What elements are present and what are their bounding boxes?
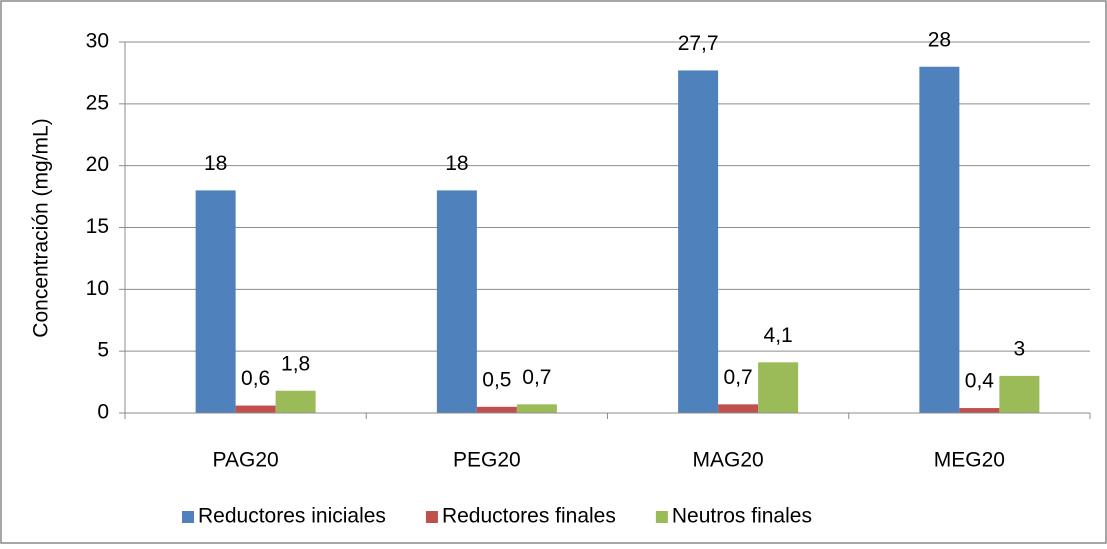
y-tick-label: 10 <box>86 277 109 300</box>
y-tick-label: 0 <box>97 401 109 424</box>
x-tick-label: MAG20 <box>693 449 764 472</box>
bar <box>959 408 1000 413</box>
value-label: 3 <box>1014 337 1026 360</box>
y-tick-label: 30 <box>86 30 109 53</box>
value-label: 1,8 <box>281 352 310 375</box>
bar <box>275 390 316 413</box>
value-label: 28 <box>928 28 951 51</box>
y-tick-label: 5 <box>97 339 109 362</box>
value-label: 0,7 <box>724 366 753 389</box>
bar <box>235 405 276 413</box>
value-label: 0,6 <box>241 367 270 390</box>
legend-label: Reductores iniciales <box>198 505 386 528</box>
bar <box>436 190 477 413</box>
value-label: 0,5 <box>482 368 511 391</box>
legend-swatch <box>425 511 438 523</box>
value-label: 18 <box>445 152 468 175</box>
bar <box>919 66 960 413</box>
x-tick-label: PEG20 <box>453 449 521 472</box>
bar <box>999 375 1040 413</box>
bar <box>195 190 236 413</box>
legend-label: Reductores finales <box>442 505 616 528</box>
bar <box>476 406 517 413</box>
x-tick-label: MEG20 <box>934 449 1005 472</box>
y-axis-label: Concentración (mg/mL) <box>30 118 53 337</box>
bar <box>718 404 759 413</box>
bar <box>516 404 557 413</box>
bar <box>678 70 719 414</box>
value-label: 0,7 <box>522 366 551 389</box>
x-tick-label: PAG20 <box>213 449 279 472</box>
legend-swatch <box>655 511 668 523</box>
value-label: 18 <box>204 152 227 175</box>
legend-label: Neutros finales <box>672 505 812 528</box>
bar <box>758 362 799 413</box>
value-label: 0,4 <box>965 370 995 393</box>
y-tick-label: 15 <box>86 215 109 238</box>
value-label: 27,7 <box>678 32 719 55</box>
value-label: 4,1 <box>764 324 793 347</box>
y-tick-label: 20 <box>86 153 109 176</box>
y-tick-label: 25 <box>86 91 109 114</box>
legend-swatch <box>182 511 194 523</box>
